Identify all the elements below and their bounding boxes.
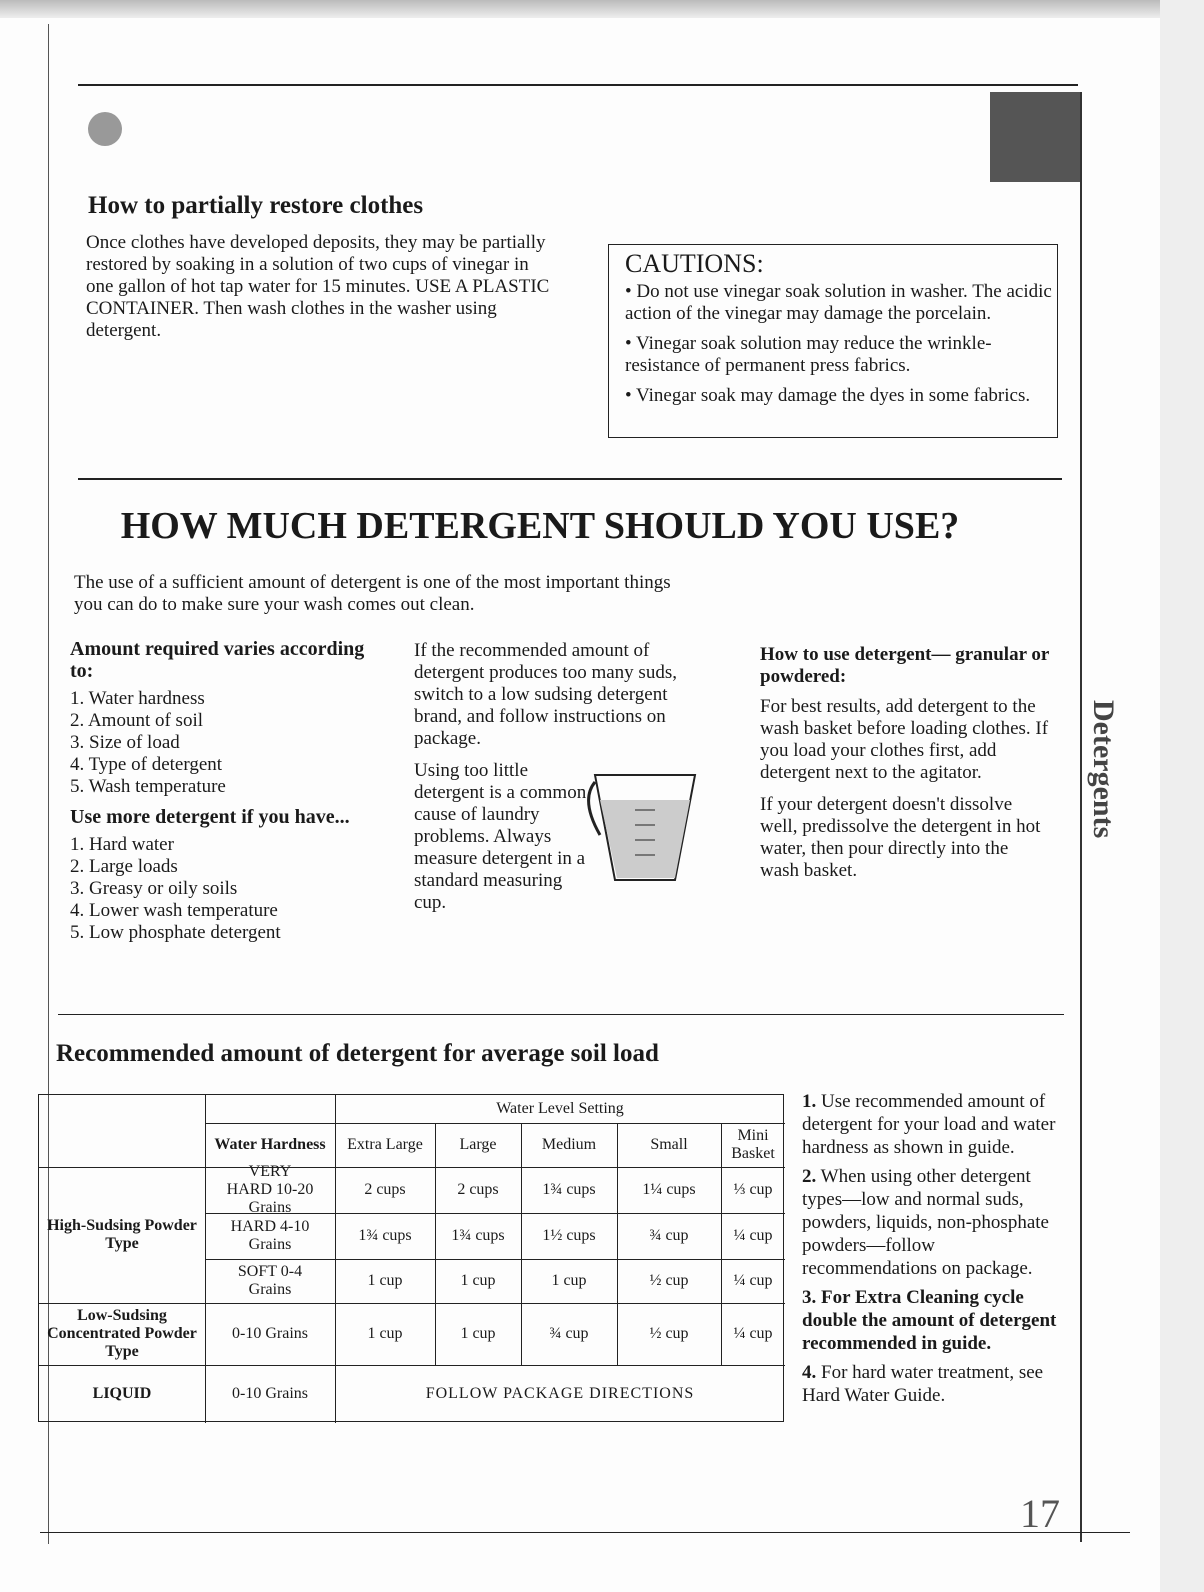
caution-item: • Vinegar soak may damage the dyes in so… [625, 385, 1031, 406]
list-item: 1. Hard water [70, 834, 174, 855]
column-1: Amount required varies according to: 1. … [70, 638, 370, 944]
hardness-cell: SOFT 0-4 Grains [237, 1263, 303, 1298]
hand-icon [990, 92, 1080, 182]
amount-heading: Amount required varies according to: [70, 638, 365, 682]
amount-cell: 1 cup [460, 1272, 496, 1289]
note-number: 4. [802, 1362, 817, 1383]
side-tab-label: Detergents [1087, 700, 1120, 839]
amount-cell: 1¾ cups [542, 1181, 596, 1198]
caution-item: • Vinegar soak solution may reduce the w… [625, 333, 992, 376]
caution-item: • Do not use vinegar soak solution in wa… [625, 281, 1052, 324]
amount-cell: 1¾ cups [358, 1227, 412, 1244]
list-item: 4. Lower wash temperature [70, 900, 278, 921]
follow-directions-cell: FOLLOW PACKAGE DIRECTIONS [425, 1385, 695, 1402]
amount-cell: 1¼ cups [642, 1181, 696, 1198]
note-number: 3. [802, 1287, 817, 1308]
usage-paragraph: For best results, add detergent to the w… [760, 696, 1049, 783]
amount-cell: 1¾ cups [451, 1227, 505, 1244]
list-item: 3. Greasy or oily soils [70, 878, 238, 899]
table-heading: Recommended amount of detergent for aver… [56, 1040, 659, 1067]
detergent-type-cell: High-Sudsing Powder Type [47, 1217, 197, 1252]
amount-cell: ¼ cup [733, 1325, 773, 1342]
note-item: 2. When using other detergent types—low … [802, 1165, 1062, 1280]
amount-cell: ¼ cup [733, 1227, 773, 1244]
note-item: 4. For hard water treatment, see Hard Wa… [802, 1361, 1062, 1407]
amount-cell: 1 cup [367, 1272, 403, 1289]
note-text: For Extra Cleaning cycle double the amou… [802, 1287, 1057, 1354]
list-item: 5. Wash temperature [70, 776, 226, 797]
note-item: 3. For Extra Cleaning cycle double the a… [802, 1286, 1062, 1355]
more-detergent-heading: Use more detergent if you have... [70, 806, 350, 828]
dissolve-paragraph: If your detergent doesn't dissolve well,… [760, 794, 1041, 881]
list-item: 2. Amount of soil [70, 710, 204, 731]
amount-cell: ¼ cup [733, 1272, 773, 1289]
hardness-cell: VERY HARD 10-20 Grains [226, 1163, 314, 1216]
note-number: 2. [802, 1166, 817, 1187]
water-hardness-header: Water Hardness [214, 1136, 326, 1153]
measure-paragraph: Using too little detergent is a common c… [414, 760, 587, 913]
column-header: Mini Basket [731, 1127, 775, 1162]
amount-cell: 2 cups [457, 1181, 499, 1198]
hardness-cell: 0-10 Grains [232, 1385, 308, 1402]
restore-body: Once clothes have developed deposits, th… [86, 232, 550, 341]
amount-cell: 1½ cups [542, 1227, 596, 1244]
column-header: Extra Large [347, 1136, 423, 1153]
suds-paragraph: If the recommended amount of detergent p… [414, 640, 677, 749]
amount-cell: ½ cup [649, 1272, 689, 1289]
amount-cell: 1 cup [551, 1272, 587, 1289]
note-text: For hard water treatment, see Hard Water… [802, 1362, 1044, 1406]
list-item: 1. Water hardness [70, 688, 205, 709]
note-number: 1. [802, 1091, 817, 1112]
amount-cell: ¾ cup [549, 1325, 589, 1342]
list-item: 5. Low phosphate detergent [70, 922, 281, 943]
restore-heading: How to partially restore clothes [88, 192, 424, 219]
detergent-type-cell: LIQUID [92, 1385, 152, 1402]
cautions-title: CAUTIONS: [625, 249, 764, 278]
bullet-dot-icon [88, 112, 122, 146]
amount-cell: ½ cup [649, 1325, 689, 1342]
amount-cell: ⅓ cup [733, 1181, 773, 1198]
scan-edge-right [1160, 0, 1204, 1592]
detergent-table: Water Level Setting Water Hardness Extra L… [38, 1094, 785, 1423]
page-number: 17 [1020, 1491, 1060, 1536]
list-item: 4. Type of detergent [70, 754, 223, 775]
column-2: If the recommended amount of detergent p… [414, 640, 714, 914]
hardness-cell: HARD 4-10 Grains [230, 1218, 310, 1253]
main-title: HOW MUCH DETERGENT SHOULD YOU USE? [120, 505, 960, 547]
column-header: Small [650, 1136, 688, 1153]
list-item: 2. Large loads [70, 856, 178, 877]
column-header: Large [459, 1136, 497, 1153]
intro-text: The use of a sufficient amount of deterg… [74, 572, 671, 615]
water-level-header: Water Level Setting [496, 1100, 624, 1117]
list-item: 3. Size of load [70, 732, 180, 753]
note-item: 1. Use recommended amount of detergent f… [802, 1090, 1062, 1159]
usage-heading: How to use detergent— granular or powder… [760, 644, 1050, 687]
column-3: How to use detergent— granular or powder… [760, 644, 1050, 882]
hardness-cell: 0-10 Grains [232, 1325, 308, 1342]
detergent-type-cell: Low-Sudsing Concentrated Powder Type [47, 1307, 197, 1360]
scan-edge [0, 0, 1204, 18]
amount-cell: 1 cup [460, 1325, 496, 1342]
column-header: Medium [541, 1136, 597, 1153]
amount-cell: 2 cups [364, 1181, 406, 1198]
cautions-box: CAUTIONS: • Do not use vinegar soak solu… [608, 244, 1058, 438]
note-text: When using other detergent types—low and… [802, 1166, 1049, 1279]
amount-cell: 1 cup [367, 1325, 403, 1342]
table-notes: 1. Use recommended amount of detergent f… [802, 1090, 1062, 1413]
measuring-cup-icon [587, 774, 697, 881]
note-text: Use recommended amount of detergent for … [802, 1091, 1056, 1158]
amount-cell: ¾ cup [649, 1227, 689, 1244]
